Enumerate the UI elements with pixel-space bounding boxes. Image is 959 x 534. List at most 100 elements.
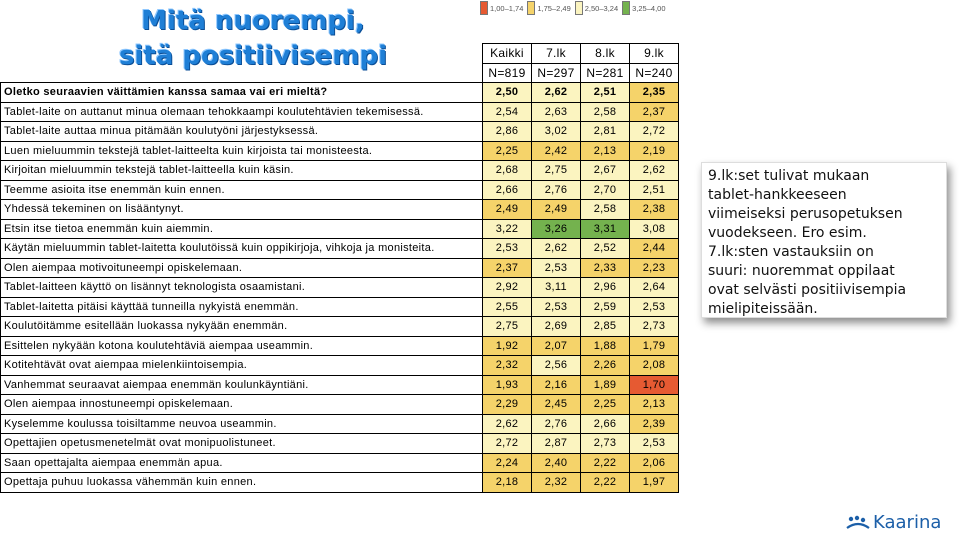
- note-line: ovat selvästi positiivisempia: [708, 282, 907, 298]
- note-line: suuri: nuoremmat oppilaat: [708, 263, 895, 279]
- column-header-grade-9: 9.lk: [629, 43, 679, 64]
- note-line: 9.lk:set tulivat mukaan: [708, 168, 870, 184]
- question-cell: Saan opettajalta aiempaa enemmän apua.: [0, 452, 483, 473]
- value-cell: 2,24: [482, 452, 532, 473]
- value-cell: 3,31: [580, 218, 630, 239]
- table-row: Yhdessä tekeminen on lisääntynyt. 2,49 2,4…: [0, 199, 679, 220]
- value-cell: 2,08: [629, 355, 679, 376]
- value-cell: 2,33: [580, 257, 630, 278]
- value-cell: 2,59: [580, 296, 630, 317]
- question-cell: Opettaja puhuu luokassa vähemmän kuin en…: [0, 472, 483, 493]
- value-cell: 2,32: [482, 355, 532, 376]
- question-cell: Koulutöitämme esitellään luokassa nykyää…: [0, 316, 483, 337]
- logo-text: Kaarina: [873, 512, 942, 533]
- table-row: Esittelen nykyään kotona koulutehtäviä a…: [0, 335, 679, 356]
- legend-item: 1,75–2,49: [527, 1, 571, 15]
- value-cell: 3,22: [482, 218, 532, 239]
- value-cell: 2,66: [482, 179, 532, 200]
- color-legend: 1,00–1,74 1,75–2,49 2,50–3,24 3,25–4,00: [480, 1, 666, 15]
- value-cell: 2,76: [531, 413, 581, 434]
- value-cell: 2,44: [629, 238, 679, 259]
- table-row: Käytän mieluummin tablet-laitetta koulut…: [0, 238, 679, 259]
- value-cell: 2,54: [482, 101, 532, 122]
- column-header-all: Kaikki: [482, 43, 532, 64]
- value-cell: 2,58: [580, 199, 630, 220]
- value-cell: 2,55: [482, 296, 532, 317]
- value-cell: 2,39: [629, 413, 679, 434]
- value-cell: 2,56: [531, 355, 581, 376]
- value-cell: 2,86: [482, 121, 532, 142]
- question-cell: Tablet-laitetta pitäisi käyttää tunneill…: [0, 296, 483, 317]
- note-line: tablet-hankkeeseen: [708, 187, 847, 203]
- table-row: Oletko seuraavien väittämien kanssa sama…: [0, 82, 679, 103]
- value-cell: 2,69: [531, 316, 581, 337]
- value-cell: 2,70: [580, 179, 630, 200]
- table-row: Kirjoitan mieluummin tekstejä tablet-lai…: [0, 160, 679, 181]
- value-cell: 2,13: [580, 140, 630, 161]
- value-cell: 3,11: [531, 277, 581, 298]
- legend-label: 3,25–4,00: [632, 3, 666, 13]
- value-cell: 2,53: [531, 296, 581, 317]
- legend-label: 1,75–2,49: [537, 3, 571, 13]
- value-cell: 2,72: [482, 433, 532, 454]
- value-cell: 2,75: [531, 160, 581, 181]
- value-cell: 2,92: [482, 277, 532, 298]
- kaarina-logo-icon: [846, 515, 870, 529]
- table-row: Opettaja puhuu luokassa vähemmän kuin en…: [0, 472, 679, 493]
- value-cell: 2,72: [629, 121, 679, 142]
- question-cell: Tablet-laitteen käyttö on lisännyt tekno…: [0, 277, 483, 298]
- value-cell: 2,53: [629, 296, 679, 317]
- table-row: Olen aiempaa motivoituneempi opiskelemaa…: [0, 257, 679, 278]
- value-cell: 2,66: [580, 413, 630, 434]
- value-cell: 2,35: [629, 82, 679, 103]
- value-cell: 2,07: [531, 335, 581, 356]
- table-count-row: N=819 N=297 N=281 N=240: [1, 62, 679, 83]
- table-row: Tablet-laite on auttanut minua olemaan t…: [0, 101, 679, 122]
- value-cell: 1,93: [482, 374, 532, 395]
- table-row: Koulutöitämme esitellään luokassa nykyää…: [0, 316, 679, 337]
- value-cell: 2,76: [531, 179, 581, 200]
- count-grade-8: N=281: [580, 62, 630, 83]
- value-cell: 2,23: [629, 257, 679, 278]
- question-cell: Tablet-laite auttaa minua pitämään koulu…: [0, 121, 483, 142]
- value-cell: 2,25: [580, 394, 630, 415]
- note-line: viimeiseksi perusopetuksen: [708, 206, 903, 222]
- table-row: Vanhemmat seuraavat aiempaa enemmän koul…: [0, 374, 679, 395]
- header-spacer: [1, 44, 483, 64]
- count-all: N=819: [482, 62, 532, 83]
- value-cell: 2,73: [629, 316, 679, 337]
- value-cell: 2,13: [629, 394, 679, 415]
- value-cell: 2,53: [629, 433, 679, 454]
- question-cell: Kirjoitan mieluummin tekstejä tablet-lai…: [0, 160, 483, 181]
- value-cell: 2,64: [629, 277, 679, 298]
- legend-swatch: [622, 1, 631, 15]
- value-cell: 2,58: [580, 101, 630, 122]
- value-cell: 1,89: [580, 374, 630, 395]
- callout-note: 9.lk:set tulivat mukaan tablet-hankkeese…: [701, 162, 947, 318]
- table-row: Tablet-laitetta pitäisi käyttää tunneill…: [0, 296, 679, 317]
- table-row: Tablet-laitteen käyttö on lisännyt tekno…: [0, 277, 679, 298]
- value-cell: 2,85: [580, 316, 630, 337]
- count-grade-7: N=297: [531, 62, 581, 83]
- value-cell: 1,92: [482, 335, 532, 356]
- question-cell: Käytän mieluummin tablet-laitetta koulut…: [0, 238, 483, 259]
- legend-swatch: [527, 1, 536, 15]
- legend-label: 1,00–1,74: [490, 3, 524, 13]
- question-cell: Yhdessä tekeminen on lisääntynyt.: [0, 199, 483, 220]
- value-cell: 2,51: [580, 82, 630, 103]
- note-line: mielipiteissään.: [708, 301, 818, 317]
- table-row: Saan opettajalta aiempaa enemmän apua. 2,…: [0, 452, 679, 473]
- table-header-row: Kaikki 7.lk 8.lk 9.lk: [1, 43, 679, 64]
- value-cell: 2,18: [482, 472, 532, 493]
- legend-item: 3,25–4,00: [622, 1, 666, 15]
- value-cell: 2,16: [531, 374, 581, 395]
- question-cell: Etsin itse tietoa enemmän kuin aiemmin.: [0, 218, 483, 239]
- value-cell: 1,97: [629, 472, 679, 493]
- table-row: Kyselemme koulussa toisiltamme neuvoa us…: [0, 413, 679, 434]
- value-cell: 2,45: [531, 394, 581, 415]
- value-cell: 2,50: [482, 82, 532, 103]
- value-cell: 2,53: [531, 257, 581, 278]
- value-cell: 2,25: [482, 140, 532, 161]
- legend-label: 2,50–3,24: [584, 3, 619, 13]
- question-cell: Kotitehtävät ovat aiempaa mielenkiintois…: [0, 355, 483, 376]
